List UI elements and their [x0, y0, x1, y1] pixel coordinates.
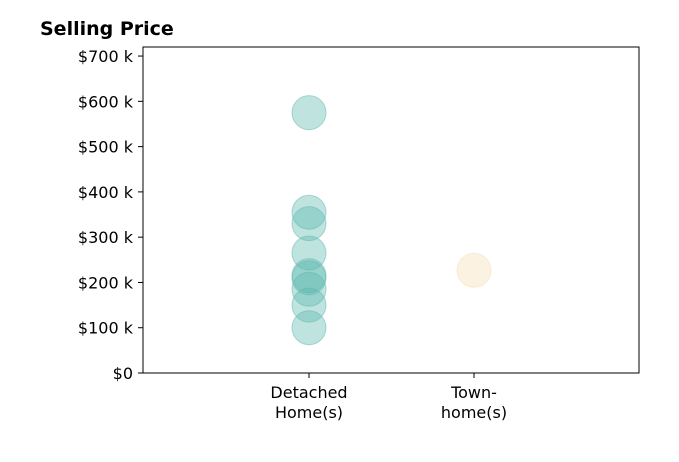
x-tick-label: Detached Home(s) — [270, 383, 347, 422]
data-point — [291, 271, 327, 307]
plot-area: $0 $100 k $200 k $300 k $400 k $500 k $600 k $7… — [78, 46, 640, 422]
y-tick-label: $500 k — [78, 138, 134, 157]
data-point — [291, 235, 327, 271]
y-tick-label: $400 k — [78, 183, 134, 202]
chart-title: Selling Price — [40, 18, 174, 40]
data-point — [291, 260, 327, 296]
y-tick-label: $0 — [113, 364, 133, 383]
data-point — [291, 194, 327, 230]
data-point — [291, 310, 327, 346]
data-point — [291, 206, 327, 242]
y-tick-label: $300 k — [78, 228, 134, 247]
y-tick-label: $600 k — [78, 92, 134, 111]
data-point — [291, 95, 327, 131]
y-tick-label: $100 k — [78, 319, 134, 338]
plot-frame — [142, 46, 640, 374]
y-tick-label: $200 k — [78, 273, 134, 292]
data-point — [456, 252, 492, 288]
x-tick-label: Town-home(s) — [441, 383, 507, 422]
data-point — [291, 287, 327, 323]
y-tick-label: $700 k — [78, 47, 134, 66]
